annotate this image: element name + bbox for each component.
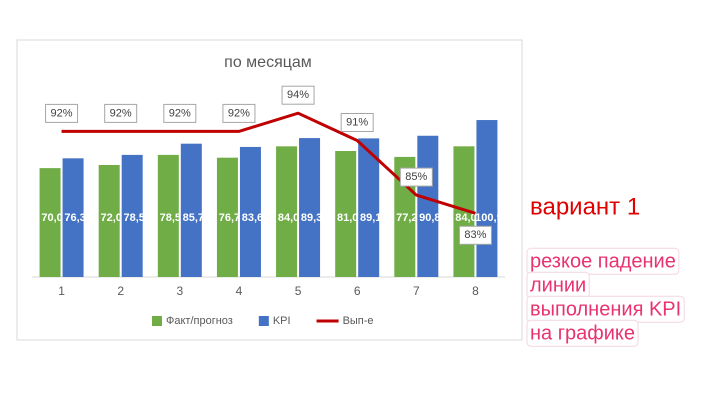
data-label: 85% bbox=[405, 171, 427, 183]
x-tick-label: 6 bbox=[354, 284, 361, 298]
annotation-title: вариант 1 bbox=[530, 193, 640, 220]
annotation: на графике bbox=[530, 322, 635, 344]
x-tick-label: 5 bbox=[295, 284, 302, 298]
data-label-box bbox=[222, 103, 256, 123]
data-label: 77,2 bbox=[396, 212, 417, 224]
legend-label: Факт/прогноз bbox=[166, 315, 233, 327]
bar bbox=[121, 154, 143, 277]
bar bbox=[62, 158, 84, 277]
bar bbox=[157, 154, 179, 277]
bar bbox=[476, 120, 498, 278]
data-label: 100,9 bbox=[475, 212, 503, 224]
bar bbox=[335, 151, 357, 277]
bar bbox=[39, 168, 61, 277]
data-label: 85,7 bbox=[183, 212, 204, 224]
data-label: 84,0 bbox=[278, 212, 299, 224]
annotation: линии bbox=[530, 274, 586, 296]
chart-frame bbox=[16, 39, 523, 341]
data-label: 78,5 bbox=[160, 212, 181, 224]
legend-label: KPI bbox=[273, 315, 291, 327]
annotation-bg bbox=[526, 319, 639, 347]
data-label: 76,7 bbox=[219, 212, 240, 224]
x-tick-label: 8 bbox=[472, 284, 479, 298]
bar bbox=[417, 135, 439, 277]
data-label: 83% bbox=[464, 229, 486, 241]
data-label: 92% bbox=[169, 107, 191, 119]
data-label-box bbox=[104, 103, 138, 123]
annotation-bg bbox=[526, 247, 680, 275]
data-label-box bbox=[458, 225, 492, 245]
data-label: 92% bbox=[228, 107, 250, 119]
data-label: 91% bbox=[346, 116, 368, 128]
data-label: 81,0 bbox=[337, 212, 358, 224]
chart-title: по месяцам bbox=[224, 54, 312, 71]
data-label-box bbox=[281, 85, 315, 105]
bar bbox=[394, 156, 416, 277]
bar bbox=[276, 146, 298, 277]
data-label-box bbox=[163, 103, 197, 123]
data-label: 94% bbox=[287, 89, 309, 101]
x-tick-label: 7 bbox=[413, 284, 420, 298]
x-tick-label: 1 bbox=[58, 284, 65, 298]
x-tick-label: 4 bbox=[236, 284, 243, 298]
data-label-box bbox=[399, 167, 433, 187]
data-label: 89,1 bbox=[360, 212, 381, 224]
x-tick-label: 3 bbox=[176, 284, 183, 298]
bar bbox=[239, 146, 261, 277]
bar bbox=[180, 143, 202, 277]
bar bbox=[299, 138, 321, 277]
data-label: 83,6 bbox=[242, 212, 263, 224]
data-label: 84,0 bbox=[455, 212, 476, 224]
legend-label: Вып-е bbox=[343, 315, 374, 327]
legend-swatch bbox=[258, 316, 269, 326]
bar bbox=[358, 138, 380, 277]
data-label: 92% bbox=[110, 107, 132, 119]
data-label-box bbox=[45, 103, 79, 123]
bar bbox=[216, 157, 238, 277]
data-label: 90,8 bbox=[419, 212, 440, 224]
annotation: резкое падение bbox=[530, 250, 676, 272]
data-label: 92% bbox=[51, 107, 73, 119]
annotation: выполнения KPI bbox=[530, 298, 681, 320]
data-label-box bbox=[340, 113, 374, 132]
bar bbox=[98, 165, 120, 277]
data-label: 70,0 bbox=[41, 212, 62, 224]
data-label: 72,0 bbox=[100, 212, 121, 224]
legend-swatch bbox=[152, 316, 162, 326]
x-tick-label: 2 bbox=[117, 284, 124, 298]
data-label: 76,3 bbox=[64, 212, 85, 224]
data-label: 78,5 bbox=[123, 212, 144, 224]
data-label: 89,3 bbox=[301, 212, 322, 224]
